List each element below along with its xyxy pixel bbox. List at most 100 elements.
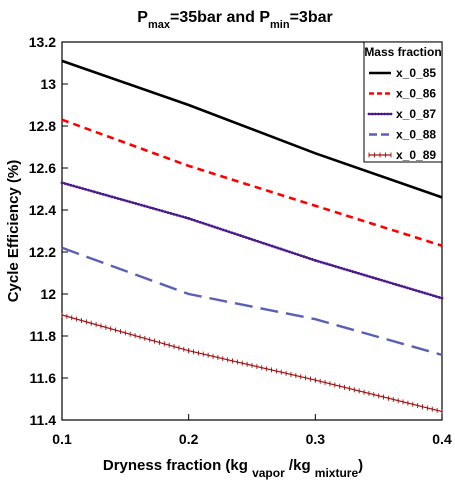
series-marker (373, 112, 377, 116)
y-axis: 11.4 11.6 11.8 12 12.2 12.4 12.6 12.8 13 13.2 (29, 34, 68, 428)
series-marker (408, 287, 412, 291)
series-marker (250, 238, 254, 241)
series-marker (319, 260, 323, 264)
legend-label: x_0_88 (396, 128, 436, 142)
series-layer (60, 59, 444, 415)
series-marker (440, 296, 444, 300)
series-marker (308, 257, 311, 260)
text-part-4: ) (358, 457, 363, 474)
series-marker (87, 188, 90, 192)
series-line-x_0_85 (61, 59, 443, 199)
series-marker (113, 196, 117, 200)
x-axis: 0.1 0.2 0.3 0.4 (52, 414, 452, 447)
x-tick-label: 0.2 (179, 431, 199, 447)
series-marker (311, 258, 314, 261)
series-marker (334, 265, 337, 268)
series-marker (110, 195, 114, 199)
series-marker (389, 112, 393, 116)
series-marker (403, 285, 406, 289)
series-marker (78, 186, 82, 190)
legend-item-x_0_88: x_0_88 (369, 128, 436, 142)
series-marker (394, 283, 398, 286)
series-marker (84, 187, 87, 191)
series-marker (290, 251, 294, 255)
legend-item-x_0_87: x_0_87 (367, 107, 436, 121)
series-marker (128, 200, 132, 204)
series-marker (434, 295, 438, 298)
series-marker (288, 250, 291, 254)
series-marker (406, 286, 409, 290)
series-marker (66, 182, 70, 186)
text-part-3: mixture (315, 466, 359, 480)
legend-item-x_0_89: x_0_89 (368, 148, 436, 162)
series-marker (60, 181, 64, 185)
plot-frame (61, 41, 443, 421)
series-marker (253, 238, 257, 242)
series-marker (420, 290, 424, 294)
series-marker (193, 218, 196, 222)
series-marker (207, 223, 211, 227)
series-marker (143, 204, 146, 208)
series-marker (385, 280, 389, 284)
series-marker (377, 112, 380, 116)
series-x_0_88 (61, 246, 443, 357)
series-marker (380, 278, 383, 282)
series-marker (122, 198, 126, 202)
x-tick-label: 0.3 (306, 431, 326, 447)
series-line-x_0_88 (61, 246, 443, 357)
series-marker (239, 234, 242, 237)
series-marker (417, 289, 421, 293)
series-marker (233, 232, 237, 236)
series-marker (154, 207, 158, 211)
y-tick-label: 11.4 (30, 412, 57, 428)
series-marker (411, 288, 415, 292)
series-marker (230, 231, 234, 235)
series-marker (241, 235, 245, 238)
series-marker (98, 192, 102, 195)
series-marker (354, 271, 358, 274)
y-axis-title: Cycle Efficiency (%) (5, 160, 22, 303)
series-marker (72, 184, 76, 188)
series-marker (146, 205, 149, 209)
series-marker (279, 247, 283, 251)
series-marker (429, 293, 432, 297)
text-part-3: min (270, 19, 290, 31)
series-x_0_85 (61, 59, 443, 199)
series-marker (195, 219, 199, 223)
series-marker (414, 289, 418, 292)
series-marker (116, 197, 120, 200)
x-axis-title: Dryness fraction (kg vapor /kg mixture) (103, 457, 363, 480)
legend-label: x_0_86 (396, 87, 436, 101)
legend-label: x_0_85 (396, 66, 436, 80)
series-marker (365, 274, 369, 278)
series-marker (437, 295, 441, 299)
series-marker (264, 242, 268, 246)
series-marker (391, 282, 395, 285)
series-marker (181, 215, 185, 219)
series-marker (380, 112, 383, 116)
series-marker (190, 217, 193, 221)
series-marker (119, 197, 123, 201)
series-marker (101, 192, 105, 196)
series-marker (336, 265, 340, 269)
series-marker (348, 269, 352, 273)
plot-area (61, 41, 443, 421)
series-marker (377, 277, 381, 281)
series-marker (426, 292, 430, 296)
series-marker (273, 245, 277, 249)
series-marker (93, 190, 96, 194)
series-marker (236, 233, 240, 237)
series-marker (293, 252, 297, 256)
legend-title: Mass fraction (364, 45, 441, 59)
series-marker (227, 230, 231, 234)
text-part-4: =3bar (290, 9, 333, 26)
series-marker (81, 187, 85, 190)
text-part-2: /kg (285, 457, 315, 474)
series-marker (345, 268, 349, 272)
series-marker (160, 209, 164, 213)
series-marker (357, 271, 360, 275)
series-marker (198, 220, 202, 224)
series-marker (216, 226, 219, 230)
series-marker (140, 203, 143, 207)
series-marker (175, 213, 179, 217)
